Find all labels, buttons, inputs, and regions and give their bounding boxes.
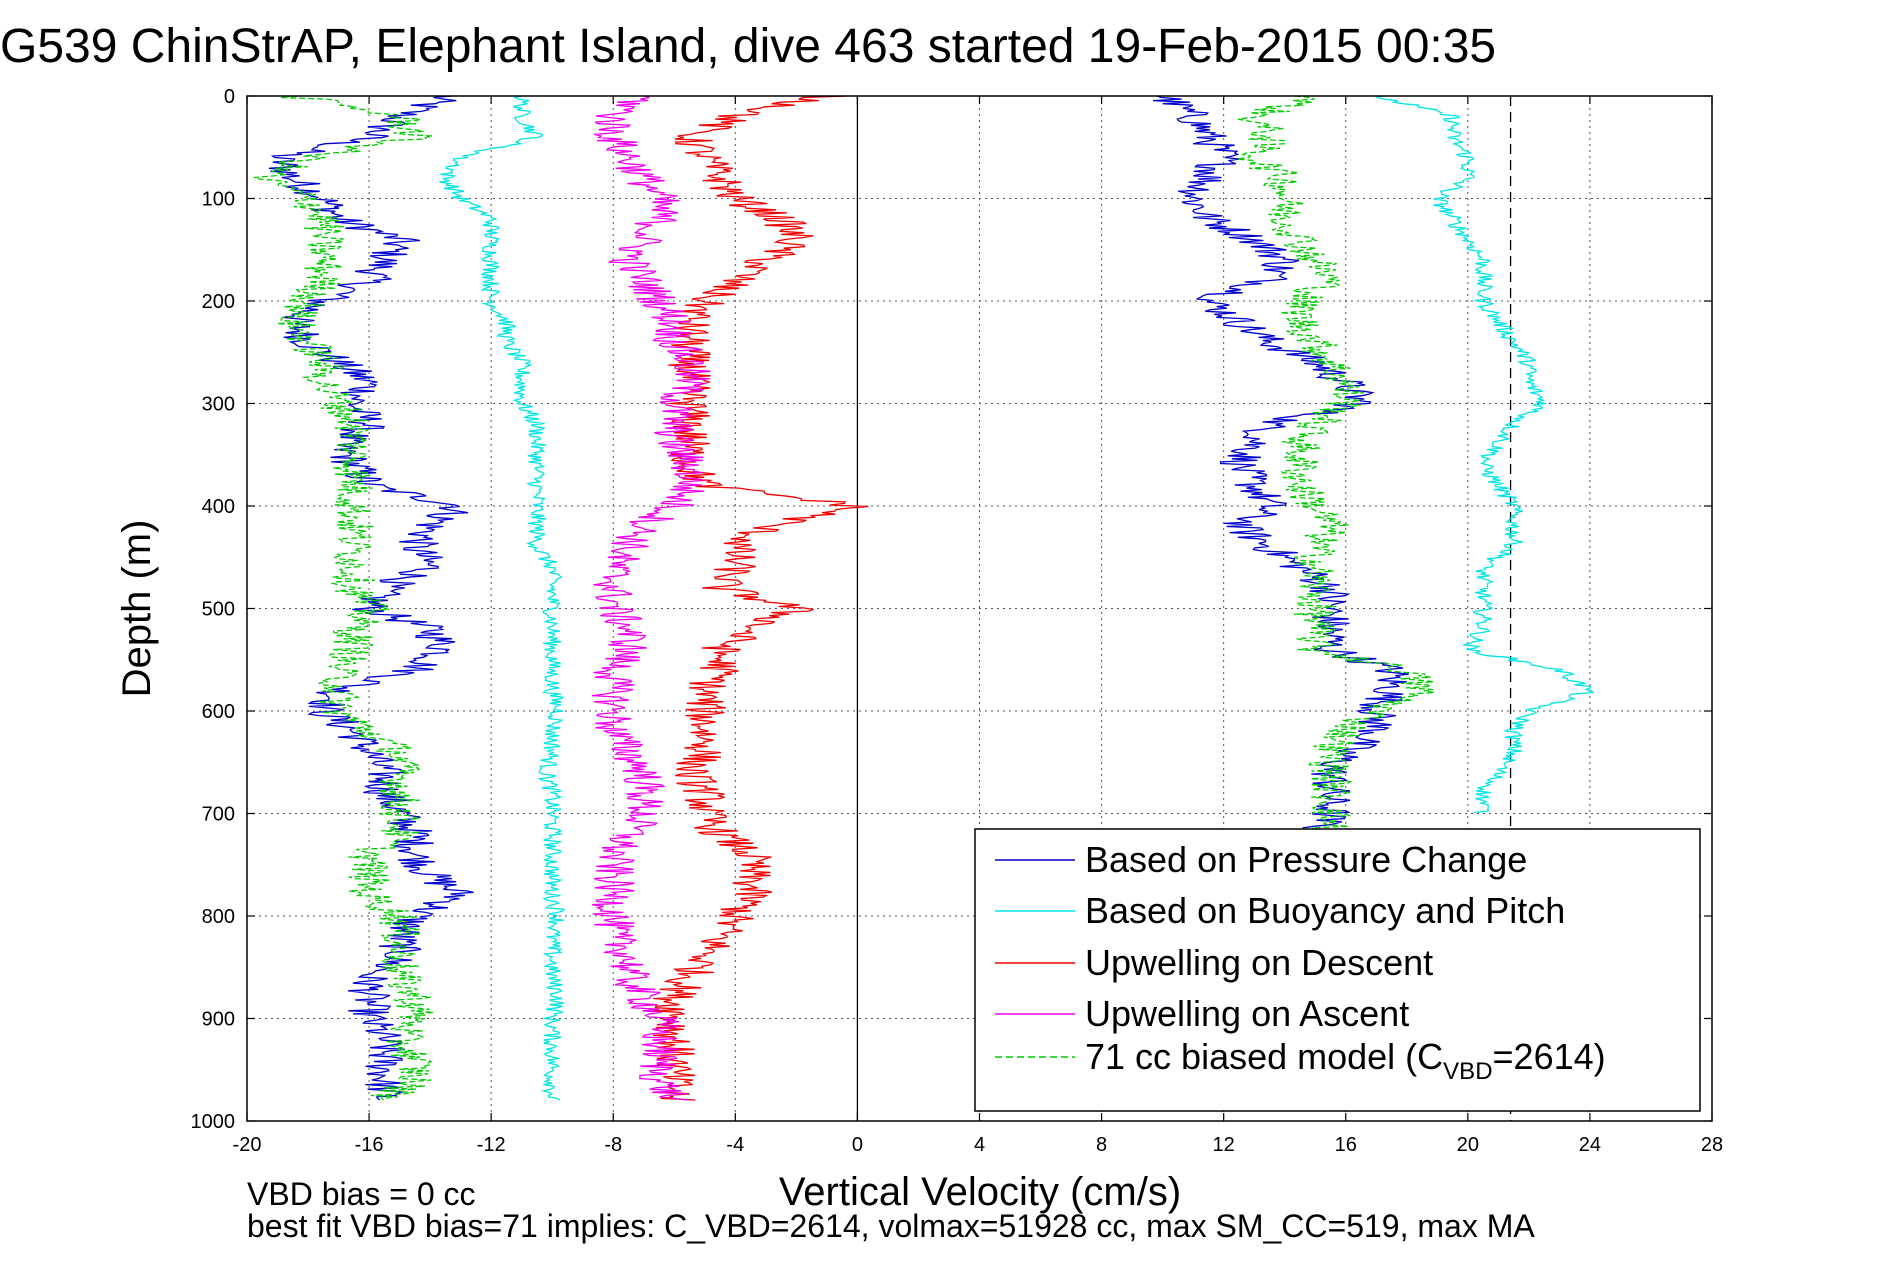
y-axis-label: Depth (m) [115,520,159,698]
chart-title: G539 ChinStrAP, Elephant Island, dive 46… [0,20,1496,73]
x-tick-label: -16 [355,1134,384,1156]
x-tick-label: 20 [1457,1134,1479,1156]
series-line-based-on-pressure-change-ascent [1152,95,1409,835]
legend-entry-label: Upwelling on Descent [1085,942,1433,983]
x-tick-label: 4 [974,1134,985,1156]
series-line-based-on-buoyancy-and-pitch [439,95,565,1101]
y-tick-label: 0 [224,86,235,108]
legend: Based on Pressure Change Based on Buoyanc… [974,828,1701,1112]
x-axis-label: Vertical Velocity (cm/s) [779,1170,1181,1214]
y-tick-label: 600 [202,701,235,723]
series-group [253,95,1595,1101]
legend-entry-label: 71 cc biased model (CVBD=2614) [1085,1036,1606,1085]
tick-labels: -20 -16 -12 -8 -4 0 4 8 12 16 20 24 28 0 100 200 300 400 5… [191,86,1724,1156]
y-tick-label: 400 [202,496,235,518]
legend-entry-label: Upwelling on Ascent [1085,993,1409,1034]
x-tick-label: 28 [1701,1134,1723,1156]
y-tick-label: 1000 [191,1111,236,1133]
y-tick-label: 700 [202,804,235,826]
y-tick-label: 900 [202,1009,235,1031]
y-tick-label: 300 [202,394,235,416]
y-tick-label: 100 [202,189,235,211]
x-tick-label: 0 [852,1134,863,1156]
y-tick-label: 200 [202,291,235,313]
series-line-upwelling-on-ascent [591,95,711,1101]
x-tick-label: -4 [726,1134,744,1156]
legend-label-subscript: VBD [1443,1058,1492,1085]
x-tick-label: -12 [477,1134,506,1156]
x-tick-label: 24 [1579,1134,1601,1156]
series-line-71-cc-biased-model [253,95,434,1101]
series-line-based-on-pressure-change [268,95,474,1101]
legend-entry-label: Based on Pressure Change [1085,839,1527,880]
legend-entry-label: Based on Buoyancy and Pitch [1085,890,1565,931]
x-tick-label: -20 [233,1134,262,1156]
x-tick-label: 8 [1096,1134,1107,1156]
y-tick-label: 500 [202,599,235,621]
series-line-upwelling-on-descent [653,95,869,1101]
series-line-based-on-buoyancy-and-pitch-ascent [1376,95,1595,814]
x-tick-label: -8 [604,1134,622,1156]
x-tick-label: 12 [1213,1134,1235,1156]
x-tick-label: 16 [1335,1134,1357,1156]
legend-label-end: =2614) [1493,1036,1606,1077]
legend-box [974,828,1701,1112]
y-tick-label: 800 [202,906,235,928]
series-line-71-cc-biased-model-ascent [1237,95,1435,835]
footer-line-1: VBD bias = 0 cc [247,1176,476,1212]
footer-line-2: best fit VBD bias=71 implies: C_VBD=2614… [247,1208,1535,1244]
legend-label-main: 71 cc biased model (C [1085,1036,1443,1077]
